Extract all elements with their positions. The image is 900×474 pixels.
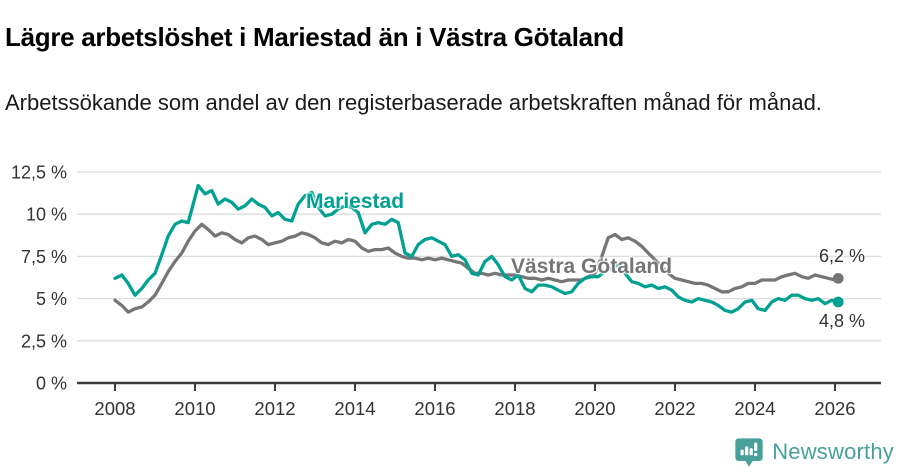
y-axis-tick-label: 10 % bbox=[26, 205, 67, 225]
x-axis-tick-label: 2026 bbox=[814, 398, 855, 419]
y-axis-tick-label: 7,5 % bbox=[21, 247, 67, 267]
chart-subtitle: Arbetssökande som andel av den registerb… bbox=[5, 90, 822, 115]
newsworthy-brand-text: Newsworthy bbox=[772, 439, 894, 464]
x-axis-tick-label: 2014 bbox=[334, 398, 375, 419]
y-axis-tick-label: 0 % bbox=[36, 374, 67, 394]
end-value-label-vastra-gotaland: 6,2 % bbox=[819, 246, 866, 266]
page-title: Lägre arbetslöshet i Mariestad än i Väst… bbox=[5, 22, 625, 53]
x-axis-tick-label: 2022 bbox=[654, 398, 695, 419]
newsworthy-brand: Newsworthy bbox=[733, 436, 894, 468]
end-dot-v-stra-g-taland bbox=[832, 272, 844, 284]
x-axis-tick-label: 2012 bbox=[254, 398, 295, 419]
x-axis-tick-label: 2018 bbox=[494, 398, 535, 419]
x-axis-tick-label: 2008 bbox=[94, 398, 135, 419]
end-dot-mariestad bbox=[832, 296, 844, 308]
y-axis-tick-label: 5 % bbox=[36, 289, 67, 309]
newsworthy-pin-barchart-icon bbox=[733, 436, 765, 468]
x-axis-tick-label: 2024 bbox=[734, 398, 775, 419]
x-axis-tick-label: 2016 bbox=[414, 398, 455, 419]
line-mariestad bbox=[113, 183, 840, 314]
series-label-mariestad: Mariestad bbox=[306, 190, 405, 213]
x-axis-tick-label: 2020 bbox=[574, 398, 615, 419]
y-axis-tick-label: 2,5 % bbox=[21, 331, 67, 351]
end-value-label-mariestad: 4,8 % bbox=[819, 311, 866, 331]
x-axis-tick-label: 2010 bbox=[174, 398, 215, 419]
y-axis-tick-label: 12,5 % bbox=[11, 163, 67, 183]
series-label-vastra-gotaland: Västra Götaland bbox=[511, 255, 673, 278]
